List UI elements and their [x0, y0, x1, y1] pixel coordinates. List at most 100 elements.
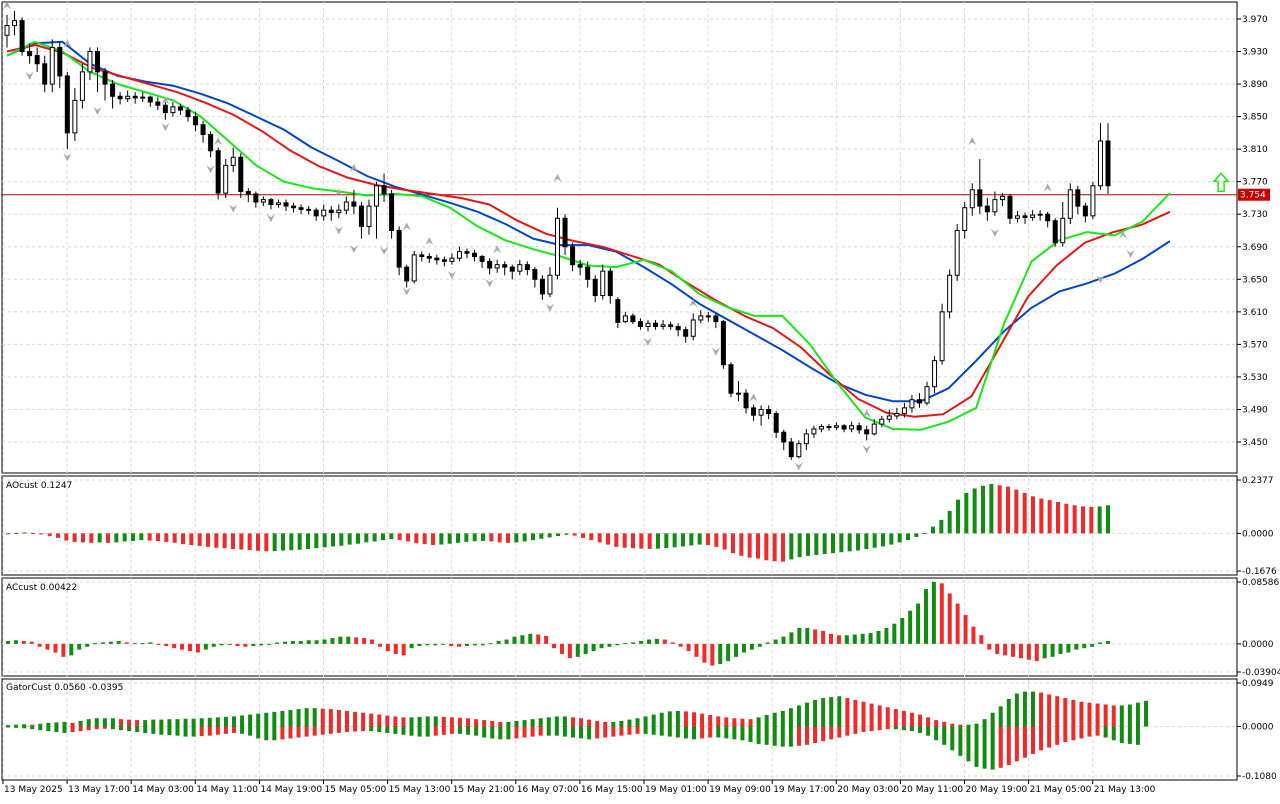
ac-bar [868, 633, 873, 644]
ac-bar [425, 643, 430, 646]
ac-bar [583, 643, 588, 654]
candle-body [713, 315, 719, 323]
candle-body [19, 20, 25, 53]
fractal-down-arrow [862, 445, 871, 454]
ao-bar [756, 533, 760, 559]
gator-upper-bar [1031, 691, 1036, 727]
gator-upper-bar [627, 719, 632, 727]
ao-bar [672, 533, 677, 548]
gator-upper-bar [466, 718, 471, 727]
ac-bar [195, 643, 200, 653]
ao-bar [606, 533, 610, 545]
ao-bar [356, 533, 360, 544]
ac-bar [1026, 643, 1031, 660]
ac-bar [591, 643, 596, 652]
candle-body [849, 425, 855, 430]
ac-bar [282, 641, 287, 644]
candle-body [751, 407, 757, 416]
candle-body [494, 264, 500, 269]
gator-lower-bar [498, 726, 503, 740]
gator-lower-bar [353, 726, 358, 732]
gator-lower-bar [207, 726, 212, 736]
ao-bar [989, 483, 994, 534]
ao-bar [1022, 492, 1027, 534]
candle-body [781, 431, 787, 443]
ma-blue-line [6, 40, 1171, 403]
gator-lower-bar [942, 726, 947, 745]
ao-bar [981, 485, 985, 534]
gator-lower-bar [38, 726, 43, 731]
ac-bar [1090, 643, 1095, 647]
ao-bar [156, 533, 160, 542]
ac-bar [164, 643, 169, 647]
candle-body [607, 270, 613, 297]
candle-body [441, 259, 447, 262]
candle-body [1030, 214, 1036, 218]
panel-frame-ao [1, 475, 1238, 576]
candle-body [487, 260, 493, 269]
ao-bar [31, 532, 35, 534]
ao-bar [181, 533, 185, 545]
gator-upper-bar [361, 712, 366, 727]
ao-bar [956, 499, 960, 534]
gator-upper-bar [1095, 703, 1100, 727]
fractal-down-arrow [334, 226, 343, 235]
ao-bar [597, 533, 602, 543]
y-tick-label-ac: 0.08586 [1242, 578, 1279, 588]
ac-bar [852, 634, 857, 644]
main-price-marks [2, 1, 1270, 471]
fractal-up-arrow [349, 163, 358, 172]
fractal-down-arrow [380, 246, 389, 255]
gator-lower-bar [1103, 726, 1108, 738]
gator-upper-bar [780, 710, 785, 727]
fractal-down-arrow [711, 347, 720, 356]
gator-lower-bar [603, 726, 608, 738]
gator-upper-bar [312, 708, 317, 727]
gator-lower-bar [474, 726, 479, 736]
gator-upper-bar [417, 716, 422, 727]
ac-bar [813, 629, 818, 644]
candle-body [932, 360, 938, 388]
fractal-down-arrow [794, 462, 803, 471]
gator-upper-bar [6, 725, 10, 727]
candle-body [472, 252, 478, 258]
gator-lower-bar [449, 726, 454, 734]
ac-bar [955, 603, 960, 644]
gator-upper-bar [700, 713, 705, 727]
ao-bar [447, 533, 452, 544]
ac-bar [21, 640, 26, 644]
gator-lower-bar [643, 726, 648, 734]
gator-lower-bar [748, 726, 753, 743]
gator-lower-bar [328, 726, 333, 734]
gator-upper-bar [288, 709, 293, 727]
candle-body [811, 428, 817, 435]
gator-upper-bar [344, 710, 349, 727]
gator-upper-bar [579, 718, 584, 727]
candle-body [102, 71, 108, 85]
x-tick-label: 14 May 03:00 [132, 785, 194, 795]
gator-lower-bar [1127, 726, 1132, 744]
ac-bar [61, 643, 66, 657]
ao-bar [547, 533, 552, 538]
candle-body [871, 423, 877, 435]
gator-lower-bar [829, 726, 834, 740]
ac-bar [6, 640, 10, 644]
gator-lower-bar [683, 726, 688, 739]
ac-bar [108, 641, 113, 644]
ac-bar [607, 643, 612, 647]
ao-bar [289, 533, 294, 551]
y-tick-label-ac: -0.03904 [1242, 668, 1280, 678]
ao-bar [281, 533, 285, 551]
ac-bar [694, 643, 699, 657]
candle-body [668, 324, 674, 327]
x-tick-label: 14 May 11:00 [196, 785, 258, 795]
gator-lower-bar [215, 726, 220, 735]
candle-body [208, 134, 214, 152]
gator-upper-bar [570, 717, 575, 727]
candle-body [826, 426, 832, 429]
x-tick-label: 20 May 03:00 [837, 785, 899, 795]
gator-upper-bar [336, 709, 341, 727]
candle-body [962, 207, 968, 232]
ac-bar [472, 643, 477, 646]
candle-body [879, 418, 885, 425]
